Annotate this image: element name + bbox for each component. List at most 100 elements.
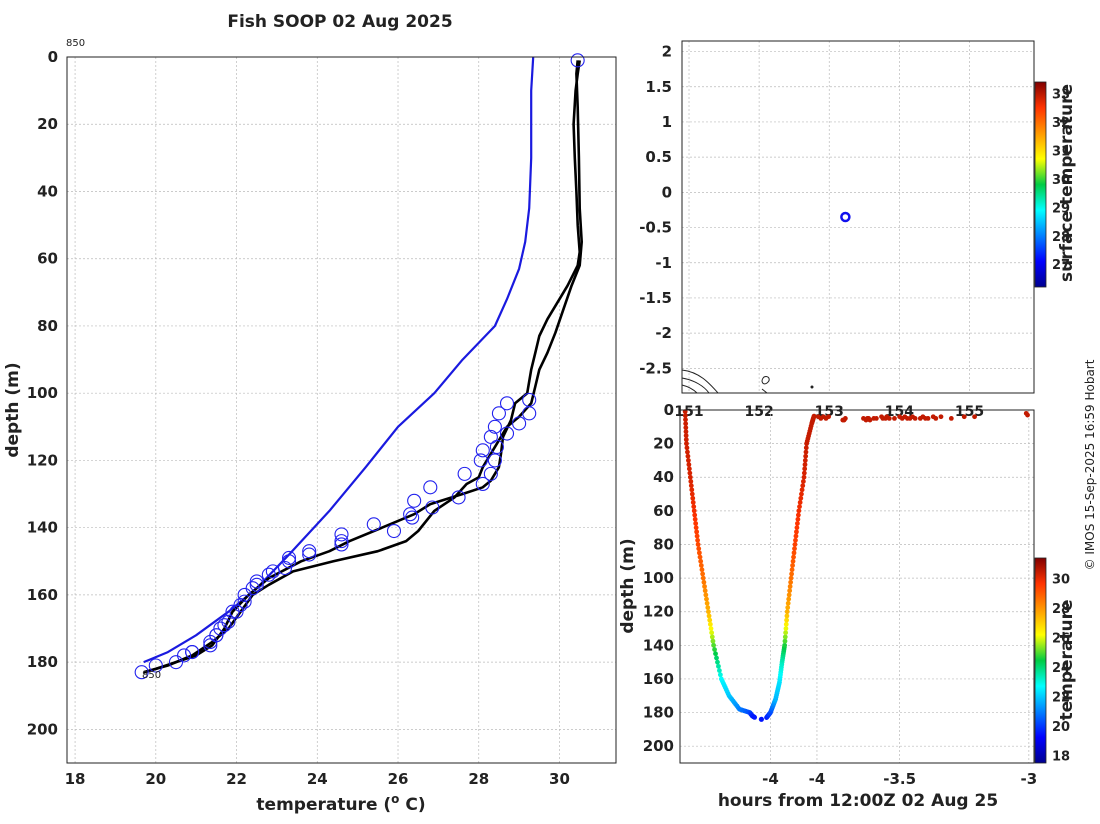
map-x-tick-label: 152 — [745, 404, 774, 420]
ascent-point — [800, 479, 806, 484]
x-tick-label: 22 — [226, 770, 247, 788]
ascent-point — [784, 617, 789, 623]
temperature-colorbar — [1034, 557, 1047, 764]
descent-point — [684, 441, 689, 447]
map-y-tick-label: -1 — [655, 254, 672, 272]
dt-y-tick-label: 140 — [643, 636, 674, 654]
dt-x-tick-label: -3 — [1020, 770, 1037, 788]
descent-point — [706, 609, 711, 615]
y-tick-label: 60 — [37, 250, 58, 268]
surface-point — [961, 414, 967, 420]
temperature-colorbar-tick-label: 20 — [1052, 720, 1070, 735]
x-tick-label: 30 — [549, 770, 570, 788]
map-axes-frame — [681, 40, 1035, 394]
x-tick-label: 18 — [65, 770, 86, 788]
map-y-tick-label: -2.5 — [639, 359, 672, 377]
profile-marker — [457, 466, 472, 481]
profile-marker — [512, 416, 527, 431]
series-climatology — [143, 56, 535, 664]
descent-point — [683, 429, 689, 435]
descent-point — [690, 495, 696, 501]
dt-y-tick-label: 120 — [643, 603, 674, 621]
profile-marker — [499, 396, 515, 411]
profile-marker — [475, 476, 490, 492]
ascent-point — [786, 596, 792, 602]
y-tick-label: 40 — [37, 182, 58, 200]
dt-y-tick-label: 40 — [653, 468, 674, 486]
surface-colorbar-tick-label: 30 — [1052, 173, 1070, 188]
map-y-tick-label: -2 — [655, 324, 672, 342]
descent-point — [692, 512, 698, 518]
descent-point — [685, 458, 691, 463]
map-y-tick-label: 2 — [662, 43, 672, 61]
profile-marker — [168, 655, 184, 670]
descent-point — [683, 437, 689, 443]
descent-point — [689, 491, 695, 497]
y-tick-label: 20 — [37, 115, 58, 133]
profile-marker — [475, 443, 490, 458]
profile-marker — [237, 587, 252, 602]
profile-marker — [487, 453, 502, 468]
ascent-point — [793, 537, 798, 543]
island-2 — [761, 388, 768, 394]
depth-time-ticks: -4 -4 -3.5 -3 0 20 40 60 80 100 120 140 160 180 200 — [643, 401, 1037, 788]
map-y-tick-label: -0.5 — [639, 219, 672, 237]
profile-marker — [334, 527, 349, 542]
profile-marker — [425, 500, 440, 515]
ascent-point — [786, 592, 792, 598]
profile-marker — [185, 645, 200, 660]
ascent-point — [789, 567, 795, 573]
descent-point — [685, 449, 690, 455]
y-tick-label: 120 — [27, 451, 58, 469]
descent-point — [716, 663, 721, 669]
descent-point — [717, 672, 723, 678]
profile-marker — [281, 550, 297, 565]
map-y-tick-label: 1.5 — [645, 78, 672, 96]
temperature-colorbar-tick-label: 26 — [1052, 632, 1070, 647]
ascent-point — [782, 638, 788, 644]
temperature-colorbar-label: temperature — [1057, 599, 1077, 720]
descent-point — [713, 651, 718, 657]
profile-marker — [265, 564, 280, 579]
dt-x-tick-label: -4 — [762, 770, 779, 788]
depth-time-points — [682, 409, 1030, 722]
surface-point — [1025, 412, 1030, 418]
dt-x-tick-label: -3.5 — [883, 770, 916, 788]
depth-time-x-label: hours from 12:00Z 02 Aug 25 — [718, 791, 998, 811]
descent-point — [700, 575, 706, 581]
profile-marker — [281, 554, 297, 569]
descent-point — [705, 605, 711, 610]
map-content — [681, 211, 851, 394]
ascent-point — [811, 413, 817, 419]
dt-y-tick-label: 100 — [643, 569, 674, 587]
map-x-tick-label: 155 — [955, 404, 984, 420]
descent-point — [708, 626, 714, 631]
profile-marker — [302, 544, 317, 559]
profile-marker — [451, 490, 466, 505]
ascent-point — [785, 605, 791, 610]
surface-colorbar-label: surface temperature — [1057, 84, 1077, 282]
surface-temperature-colorbar — [1034, 81, 1047, 288]
descent-point — [684, 445, 690, 451]
surface-point — [948, 416, 954, 421]
x-tick-label: 24 — [307, 770, 328, 788]
profile-marker — [302, 547, 317, 562]
profile-marker — [483, 466, 498, 481]
descent-point — [704, 596, 709, 602]
profile-marker — [499, 426, 515, 441]
bottom-point — [758, 716, 764, 722]
ascent-point — [801, 470, 807, 476]
y-tick-label: 180 — [27, 653, 58, 671]
ascent-point — [795, 512, 801, 518]
series-profile-up — [143, 60, 583, 674]
ascent-point — [803, 449, 809, 455]
ascent-point — [788, 575, 794, 581]
profile-marker — [334, 537, 349, 552]
descent-point — [695, 542, 701, 547]
ascent-point — [794, 529, 799, 535]
profile-marker — [423, 480, 438, 495]
descent-point — [699, 567, 705, 573]
ascent-point — [785, 600, 791, 606]
